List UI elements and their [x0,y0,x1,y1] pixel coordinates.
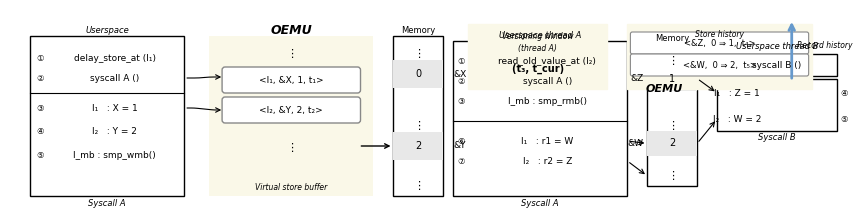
Text: Userspace thread B: Userspace thread B [735,42,818,51]
Text: <I₂, &Y, 2, t₂>: <I₂, &Y, 2, t₂> [259,106,323,114]
Text: ⋮: ⋮ [667,56,678,66]
Text: &Y: &Y [453,141,466,150]
Text: I₂   : Y = 2: I₂ : Y = 2 [92,126,137,135]
Text: 2: 2 [415,141,421,151]
Text: ⑤: ⑤ [841,114,848,123]
Text: ⋮: ⋮ [667,171,678,181]
FancyBboxPatch shape [394,132,443,160]
FancyBboxPatch shape [717,79,837,131]
FancyBboxPatch shape [468,24,608,89]
Text: ⋮: ⋮ [413,49,424,59]
Text: Memory: Memory [401,25,435,34]
Text: I₁   : Z = 1: I₁ : Z = 1 [714,89,759,98]
Text: <&W,  0 ⇒ 2,  t₅>: <&W, 0 ⇒ 2, t₅> [682,61,757,70]
FancyBboxPatch shape [630,32,809,54]
Text: ①: ① [457,56,465,65]
FancyBboxPatch shape [222,97,361,123]
Text: Virtual store buffer: Virtual store buffer [255,183,328,193]
Text: &X: &X [453,70,466,79]
Text: I_mb : smp_rmb(): I_mb : smp_rmb() [508,97,587,106]
FancyBboxPatch shape [453,41,628,196]
Text: Memory: Memory [655,34,689,43]
Text: read_old_value_at (I₂): read_old_value_at (I₂) [499,56,596,65]
Text: Userspace: Userspace [85,25,129,34]
Text: syscall B (): syscall B () [753,61,801,70]
Text: OEMU: OEMU [271,24,312,37]
FancyBboxPatch shape [648,46,697,186]
Text: ⑦: ⑦ [457,156,465,165]
Text: Syscall A: Syscall A [521,199,559,208]
Text: <I₁, &X, 1, t₁>: <I₁, &X, 1, t₁> [259,76,323,85]
FancyBboxPatch shape [628,24,812,89]
Text: &Z: &Z [630,74,643,83]
Text: I₂   : W = 2: I₂ : W = 2 [713,114,761,123]
Text: I₁   : X = 1: I₁ : X = 1 [92,104,137,113]
Text: ⋮: ⋮ [413,121,424,131]
Text: ③: ③ [457,97,465,106]
FancyBboxPatch shape [29,36,184,196]
FancyBboxPatch shape [394,60,443,88]
Text: I₂   : r2 = Z: I₂ : r2 = Z [523,156,572,165]
Text: syscall A (): syscall A () [90,73,139,83]
FancyBboxPatch shape [648,66,697,91]
Text: Syscall A: Syscall A [88,199,126,208]
Text: ③: ③ [36,104,43,113]
Text: <&Z,  0 ⇒ 1,  t₄>: <&Z, 0 ⇒ 1, t₄> [684,39,755,48]
Text: ⑥: ⑥ [457,137,465,146]
Text: delay_store_at (I₁): delay_store_at (I₁) [74,54,155,62]
Text: (t₃, t_cur): (t₃, t_cur) [512,63,564,74]
Text: Store history: Store history [695,30,744,39]
Text: ⋮: ⋮ [413,181,424,191]
Text: Versioning window: Versioning window [502,31,574,40]
Text: ④: ④ [36,126,43,135]
Text: ④: ④ [841,89,848,98]
Text: &W: &W [628,139,643,148]
Text: OEMU: OEMU [645,84,682,94]
Text: ⋮: ⋮ [286,143,297,153]
FancyBboxPatch shape [630,54,809,76]
FancyBboxPatch shape [209,36,374,196]
Text: (thread A): (thread A) [518,43,557,52]
FancyBboxPatch shape [394,36,443,196]
Text: I_mb : smp_wmb(): I_mb : smp_wmb() [73,152,156,160]
Text: ①: ① [36,54,43,62]
Text: 1: 1 [669,73,675,83]
Text: ②: ② [36,73,43,83]
FancyBboxPatch shape [717,54,837,76]
Text: ②: ② [457,76,465,86]
Text: syscall A (): syscall A () [523,76,572,86]
Text: 2: 2 [669,138,675,149]
Text: Record history: Record history [797,40,852,49]
FancyBboxPatch shape [222,67,361,93]
Text: Userspace thread A: Userspace thread A [499,31,582,40]
Text: 0: 0 [415,69,421,79]
FancyBboxPatch shape [648,131,697,156]
Text: I₁   : r1 = W: I₁ : r1 = W [521,137,573,146]
Text: Syscall B: Syscall B [758,132,796,141]
Text: ⋮: ⋮ [667,121,678,131]
Text: ⋮: ⋮ [286,49,297,59]
Text: ⑤: ⑤ [36,152,43,160]
